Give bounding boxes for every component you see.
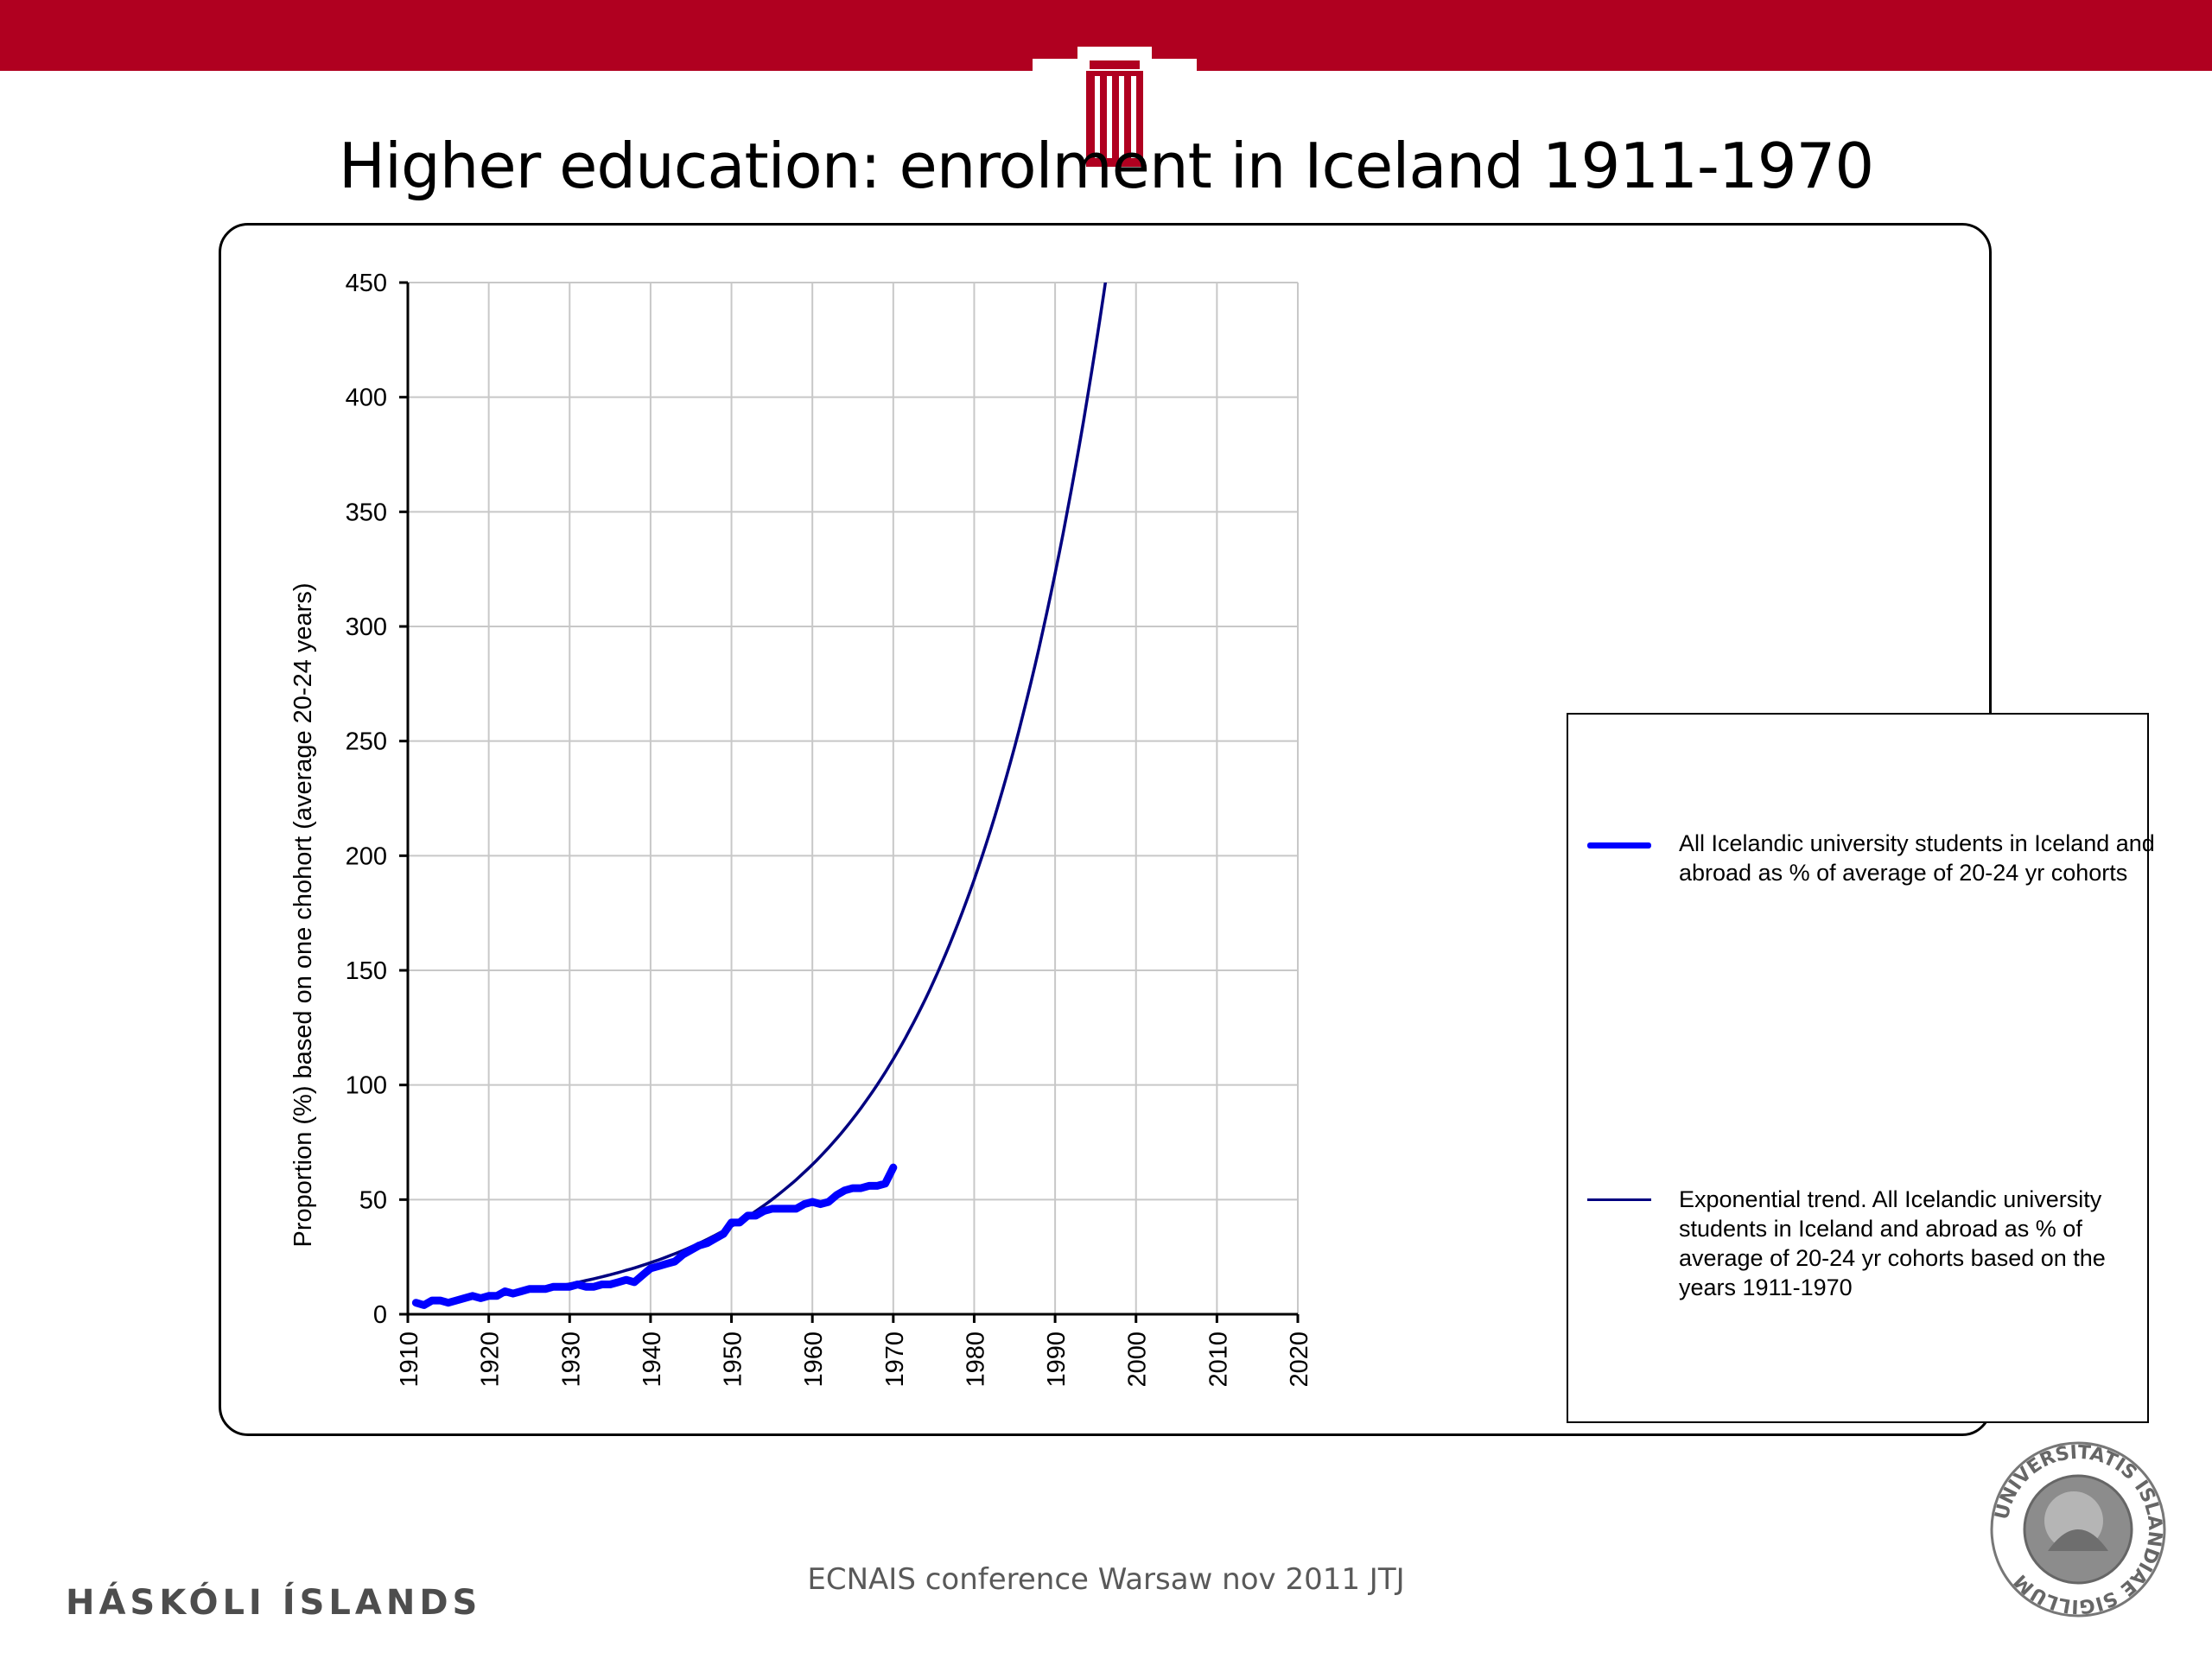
y-tick-label-350: 350	[346, 499, 387, 526]
axes: 0 50 100 150 200 250 300 350 400 450 1910 1920 1930 1…	[346, 270, 1313, 1388]
series	[411, 283, 1108, 1309]
series-trend-line	[464, 283, 1108, 1301]
y-tick-label-100: 100	[346, 1072, 387, 1100]
series-students-line	[411, 1163, 898, 1309]
grid	[408, 282, 1299, 1314]
university-name: HÁSKÓLI ÍSLANDS	[66, 1583, 482, 1623]
legend-label-students: All Icelandic university students in Ice…	[1679, 830, 2155, 886]
chart-frame: 0 50 100 150 200 250 300 350 400 450 1910 1920 1930 1…	[219, 223, 2155, 1436]
x-tick-label-1920: 1920	[477, 1332, 505, 1388]
x-tick-label-1970: 1970	[881, 1332, 909, 1388]
x-tick-label-1990: 1990	[1043, 1332, 1071, 1388]
legend-swatch-trend	[1587, 1198, 1651, 1201]
legend-label-trend: Exponential trend. All Icelandic univers…	[1679, 1186, 2106, 1300]
y-tick-label-250: 250	[346, 728, 387, 756]
x-tick-label-1910: 1910	[396, 1332, 423, 1388]
legend-swatch-students	[1587, 842, 1651, 849]
y-tick-label-50: 50	[359, 1186, 387, 1214]
university-building-logo	[1033, 47, 1197, 167]
x-tick-label-2020: 2020	[1286, 1332, 1313, 1388]
legend: All Icelandic university students in Ice…	[1567, 713, 2155, 1423]
y-tick-label-200: 200	[346, 842, 387, 870]
x-tick-label-1940: 1940	[639, 1332, 666, 1388]
enrolment-chart: 0 50 100 150 200 250 300 350 400 450 1910 1920 1930 1…	[289, 270, 1313, 1388]
x-tick-label-2010: 2010	[1205, 1332, 1232, 1388]
y-tick-label-450: 450	[346, 270, 387, 297]
x-tick-label-2000: 2000	[1124, 1332, 1152, 1388]
x-tick-label-1980: 1980	[962, 1332, 989, 1388]
university-seal-logo: UNIVERSITATIS ISLANDIAE SIGILLUM	[1990, 1441, 2166, 1618]
y-tick-label-400: 400	[346, 385, 387, 412]
y-tick-label-150: 150	[346, 957, 387, 985]
x-tick-label-1930: 1930	[557, 1332, 585, 1388]
slide-title: Higher education: enrolment in Iceland 1…	[338, 130, 1874, 202]
x-tick-label-1950: 1950	[720, 1332, 747, 1388]
y-tick-label-0: 0	[373, 1301, 387, 1329]
footer-text: ECNAIS conference Warsaw nov 2011 JTJ	[807, 1562, 1405, 1597]
x-tick-label-1960: 1960	[800, 1332, 828, 1388]
y-tick-label-300: 300	[346, 613, 387, 641]
y-axis-label: Proportion (%) based on one chohort (ave…	[289, 583, 317, 1248]
